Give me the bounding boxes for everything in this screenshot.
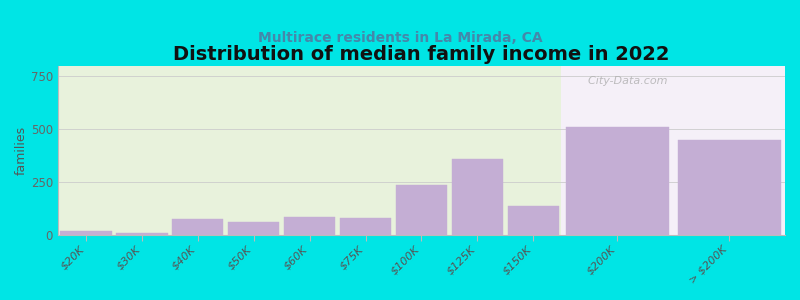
Bar [566, 127, 669, 235]
Y-axis label: families: families [15, 126, 28, 175]
Text: Multirace residents in La Mirada, CA: Multirace residents in La Mirada, CA [258, 32, 542, 46]
Bar [678, 140, 781, 235]
Bar [228, 223, 279, 235]
Bar [340, 218, 391, 235]
Title: Distribution of median family income in 2022: Distribution of median family income in … [173, 45, 670, 64]
Bar [116, 233, 167, 235]
Bar [396, 185, 447, 235]
Bar [507, 206, 559, 235]
Bar [452, 159, 503, 235]
Bar [60, 230, 111, 235]
Bar [172, 219, 223, 235]
Bar [284, 217, 335, 235]
Bar [562, 66, 785, 235]
Text: City-Data.com: City-Data.com [582, 76, 668, 86]
